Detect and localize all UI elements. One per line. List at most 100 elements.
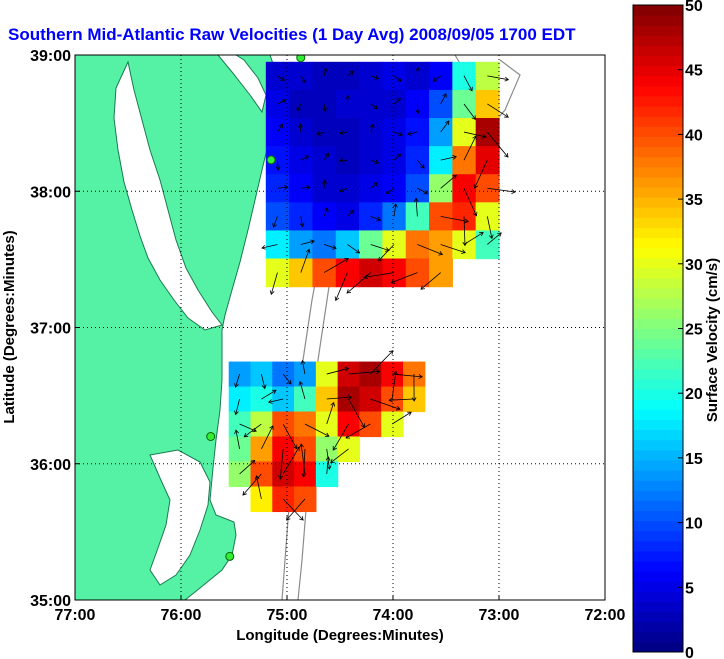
velocity-arrow — [440, 156, 457, 161]
velocity-arrow — [393, 131, 403, 136]
velocity-arrowhead — [511, 189, 516, 194]
colorbar-step — [633, 65, 683, 77]
velocity-cell — [228, 436, 252, 463]
y-tick-label: 36:00 — [30, 457, 71, 474]
colorbar-step — [633, 217, 683, 228]
radar-site-marker — [206, 432, 216, 441]
velocity-cell — [335, 146, 360, 175]
colorbar-step — [633, 399, 683, 410]
velocity-arrowhead — [378, 256, 383, 262]
velocity-arrowhead — [395, 405, 401, 411]
velocity-arrowhead — [407, 131, 412, 136]
velocity-arrow — [326, 457, 329, 475]
velocity-arrowhead — [344, 258, 349, 263]
y-tick-label: 39:00 — [30, 48, 71, 65]
velocity-arrowhead — [299, 443, 304, 448]
velocity-arrowhead — [301, 473, 307, 478]
colorbar-step — [633, 146, 683, 158]
gridlines — [75, 55, 605, 600]
velocity-arrow — [273, 216, 278, 228]
velocity-arrow — [370, 124, 374, 133]
velocity-arrowhead — [369, 123, 375, 129]
velocity-arrowhead — [300, 359, 306, 365]
colorbar-step — [633, 237, 683, 249]
velocity-arrow — [256, 475, 262, 500]
velocity-arrow — [300, 443, 306, 475]
velocity-arrowhead — [281, 99, 287, 104]
velocity-arrowhead — [345, 95, 351, 100]
velocity-arrowhead — [388, 397, 393, 403]
velocity-arrowhead — [384, 247, 390, 252]
velocity-arrowhead — [349, 70, 355, 76]
velocity-arrow — [463, 188, 477, 216]
velocity-arrow — [463, 232, 484, 245]
velocity-arrows — [234, 66, 516, 521]
velocity-arrow — [416, 103, 419, 114]
velocity-arrow — [393, 203, 397, 217]
velocity-arrow — [416, 67, 419, 76]
velocity-arrowhead — [479, 232, 484, 237]
velocity-arrowhead — [296, 106, 301, 112]
velocity-arrow — [300, 240, 315, 245]
velocity-cell — [381, 386, 404, 413]
velocity-arrowhead — [418, 374, 423, 379]
x-axis-label: Longitude (Degrees:Minutes) — [236, 627, 444, 644]
velocity-arrow — [277, 124, 283, 133]
colorbar-step — [633, 348, 683, 360]
velocity-arrowhead — [324, 206, 329, 212]
velocity-arrowhead — [388, 350, 394, 355]
velocity-arrow — [261, 389, 277, 400]
velocity-arrow — [347, 244, 360, 254]
velocity-arrowhead — [407, 411, 412, 416]
velocity-arrowhead — [374, 159, 380, 165]
velocity-arrow — [474, 160, 488, 189]
colorbar-step — [633, 288, 683, 299]
velocity-arrowhead — [393, 370, 398, 376]
velocity-arrow — [261, 425, 274, 450]
velocity-cell — [335, 174, 360, 203]
velocity-arrowhead — [298, 123, 303, 128]
velocity-arrow — [299, 123, 302, 133]
velocity-arrow — [339, 131, 348, 134]
velocity-arrow — [463, 135, 477, 161]
velocity-arrowhead — [334, 296, 340, 302]
velocity-arrow — [300, 186, 311, 189]
colorbar-tick-label: 45 — [685, 63, 703, 80]
velocity-arrowhead — [326, 465, 332, 470]
velocity-arrowhead — [278, 475, 283, 480]
velocity-arrow — [326, 367, 349, 375]
colorbar-step — [633, 429, 683, 441]
colorbar-step — [633, 368, 683, 380]
radar-sites — [206, 55, 306, 561]
velocity-cell — [337, 436, 361, 463]
colorbar-step — [633, 15, 683, 26]
colorbar-step — [633, 581, 683, 592]
colorbar-step — [633, 530, 683, 542]
velocity-arrow — [346, 272, 372, 294]
colorbar-step — [633, 328, 683, 340]
velocity-arrow — [323, 103, 326, 112]
colorbar-step — [633, 166, 683, 178]
colorbar-step — [633, 156, 683, 168]
colorbar-step — [633, 318, 683, 329]
velocity-arrowhead — [283, 185, 289, 190]
velocity-cell — [265, 89, 290, 119]
velocity-arrowhead — [415, 109, 421, 115]
velocity-arrow — [270, 272, 278, 295]
velocity-cell — [429, 61, 453, 91]
colorbar-step — [633, 500, 683, 511]
velocity-arrow — [440, 93, 447, 105]
velocity-arrowhead — [396, 153, 402, 159]
velocity-arrowhead — [468, 86, 473, 92]
velocity-arrowhead — [420, 285, 426, 290]
velocity-arrowhead — [376, 216, 382, 222]
velocity-arrow — [391, 411, 412, 425]
colorbar-step — [633, 116, 683, 127]
colorbar-step — [633, 419, 683, 431]
colorbar-step — [633, 510, 683, 522]
velocity-arrow — [345, 423, 371, 439]
velocity-arrow — [335, 272, 348, 301]
colorbar-step — [633, 520, 683, 532]
velocity-arrowhead — [398, 131, 404, 137]
velocity-arrowhead — [349, 209, 355, 215]
